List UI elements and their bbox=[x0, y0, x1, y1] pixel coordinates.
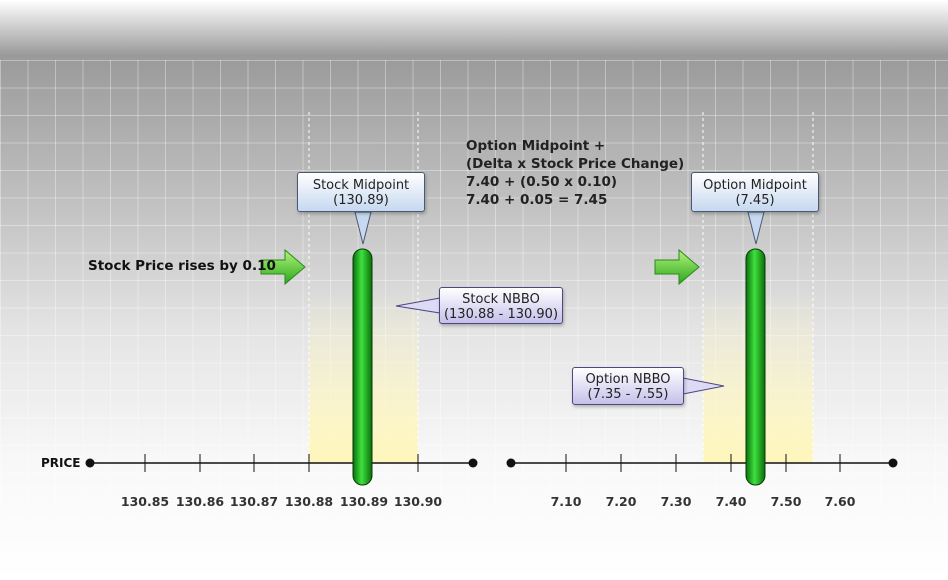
stock-axis-start-dot bbox=[85, 458, 95, 468]
option-tick-label: 7.20 bbox=[605, 494, 637, 509]
stock-midpoint-pointer bbox=[354, 211, 372, 245]
option-midpoint-pointer bbox=[747, 211, 765, 245]
option-tick-label: 7.30 bbox=[660, 494, 692, 509]
option-midpoint-bar bbox=[745, 248, 766, 486]
option-axis-end-dot bbox=[888, 458, 898, 468]
stock-nbbo-value: (130.88 - 130.90) bbox=[443, 307, 559, 322]
stock-tick-label: 130.87 bbox=[229, 494, 279, 509]
option-midpoint-callout: Option Midpoint (7.45) bbox=[691, 172, 819, 212]
option-tick-label: 7.10 bbox=[550, 494, 582, 509]
stock-tick-label: 130.85 bbox=[120, 494, 170, 509]
stock-tick-label: 130.86 bbox=[175, 494, 225, 509]
stock-axis-end-dot bbox=[468, 458, 478, 468]
option-nbbo-title: Option NBBO bbox=[585, 372, 671, 387]
stock-rise-label: Stock Price rises by 0.10 bbox=[88, 258, 276, 274]
option-axis-start-dot bbox=[506, 458, 516, 468]
option-tick-label: 7.50 bbox=[770, 494, 802, 509]
option-midpoint-title: Option Midpoint bbox=[703, 178, 807, 193]
option-nbbo-callout: Option NBBO (7.35 - 7.55) bbox=[572, 367, 684, 405]
stock-tick-label: 130.89 bbox=[339, 494, 389, 509]
option-rise-arrow bbox=[654, 248, 700, 286]
stock-nbbo-title: Stock NBBO bbox=[462, 292, 540, 307]
formula-line: (Delta x Stock Price Change) bbox=[466, 156, 685, 172]
stock-tick-label: 130.88 bbox=[284, 494, 334, 509]
stock-midpoint-value: (130.89) bbox=[333, 193, 389, 208]
formula-line: 7.40 + (0.50 x 0.10) bbox=[466, 174, 618, 190]
option-midpoint-value: (7.45) bbox=[735, 193, 775, 208]
option-nbbo-value: (7.35 - 7.55) bbox=[587, 387, 669, 402]
stock-midpoint-callout: Stock Midpoint (130.89) bbox=[297, 172, 425, 212]
formula-line: Option Midpoint + bbox=[466, 138, 606, 154]
option-tick-label: 7.60 bbox=[824, 494, 856, 509]
stock-midpoint-title: Stock Midpoint bbox=[312, 178, 410, 193]
price-axis-label: PRICE bbox=[41, 456, 81, 470]
option-price-formula: Option Midpoint + (Delta x Stock Price C… bbox=[466, 137, 684, 209]
formula-line: 7.40 + 0.05 = 7.45 bbox=[466, 192, 608, 208]
stock-tick-label: 130.90 bbox=[393, 494, 443, 509]
stock-midpoint-bar bbox=[352, 248, 373, 486]
stock-rise-arrow bbox=[260, 248, 306, 286]
option-tick-label: 7.40 bbox=[715, 494, 747, 509]
stock-nbbo-callout: Stock NBBO (130.88 - 130.90) bbox=[439, 287, 563, 324]
